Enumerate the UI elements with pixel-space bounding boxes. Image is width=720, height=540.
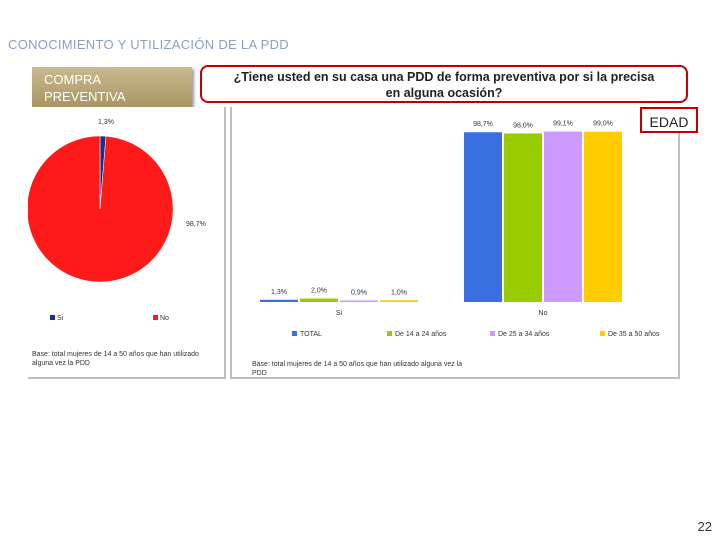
bar — [504, 133, 542, 302]
bar-legend-swatch — [292, 331, 297, 336]
bar-legend-label: De 35 a 50 años — [608, 331, 660, 338]
bar — [544, 131, 582, 302]
bar-value-label: 2,0% — [311, 288, 327, 295]
pie-base-line1: Base: total mujeres de 14 a 50 años que … — [32, 351, 199, 358]
bar-value-label: 98,0% — [513, 122, 533, 129]
bar-legend-swatch — [490, 331, 495, 336]
section-label: COMPRA PREVENTIVA — [32, 67, 192, 109]
pie-legend-label: Si — [57, 315, 64, 322]
bar-value-label: 99,1% — [553, 121, 573, 128]
bar-panel: 1,3% 2,0% 0,9% 1,0% Si 98,7% 98,0% 99,1% 99,0% No… — [230, 107, 680, 379]
question-line1: ¿Tiene usted en su casa una PDD de forma… — [233, 70, 655, 84]
page-title: CONOCIMIENTO Y UTILIZACIÓN DE LA PDD — [8, 37, 289, 52]
bar-value-label: 98,7% — [473, 121, 493, 128]
bar-base-line2: PDD — [252, 370, 267, 377]
edad-label: EDAD — [640, 107, 698, 133]
bar-value-label: 99,0% — [593, 121, 613, 128]
bar-chart: 1,3% 2,0% 0,9% 1,0% Si 98,7% 98,0% 99,1% 99,0% No… — [260, 121, 660, 338]
bar-base-line1: Base: total mujeres de 14 a 50 años que … — [252, 361, 463, 368]
bar-legend-swatch — [600, 331, 605, 336]
bar — [300, 298, 338, 302]
pie-chart: 1,3% 98,7% Si No — [26, 119, 206, 322]
pie-legend-swatch — [153, 315, 158, 320]
bar-base-note: Base: total mujeres de 14 a 50 años que … — [252, 360, 502, 378]
question-box: ¿Tiene usted en su casa una PDD de forma… — [200, 65, 688, 103]
pie-panel: 1,3% 98,7% Si No — [26, 107, 226, 379]
bar-value-label: 1,0% — [391, 289, 407, 296]
x-tick-label: No — [539, 310, 548, 317]
section-label-line2: PREVENTIVA — [44, 89, 126, 104]
page-number: 22 — [697, 519, 712, 534]
question-line2: en alguna ocasión? — [385, 86, 503, 100]
pie-base-note: Base: total mujeres de 14 a 50 años que … — [32, 350, 222, 368]
bar-legend-label: De 25 a 34 años — [498, 331, 550, 338]
pie-legend-label: No — [160, 315, 169, 322]
bar-legend-label: De 14 a 24 años — [395, 331, 447, 338]
pie-value-label: 98,7% — [186, 221, 206, 228]
bar — [340, 300, 378, 302]
pie-base-line2: alguna vez la PDD — [32, 360, 90, 367]
section-label-line1: COMPRA — [44, 72, 102, 87]
pie-value-label: 1,3% — [98, 119, 114, 126]
bar — [380, 300, 418, 302]
bar — [260, 299, 298, 302]
x-tick-label: Si — [336, 310, 343, 317]
bar — [584, 131, 622, 302]
bar-value-label: 0,9% — [351, 289, 367, 296]
pie-slice-no — [26, 135, 174, 283]
pie-legend-swatch — [50, 315, 55, 320]
bar — [464, 132, 502, 302]
bar-value-label: 1,3% — [271, 289, 287, 296]
bar-legend-label: TOTAL — [300, 331, 322, 338]
bar-legend-swatch — [387, 331, 392, 336]
